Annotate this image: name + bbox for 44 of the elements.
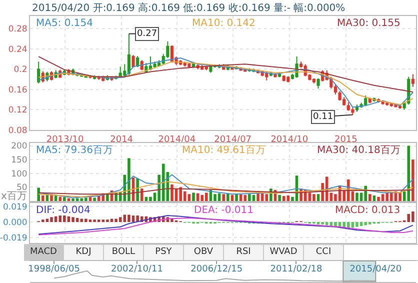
y-tick-label: 0.019 [2,202,28,213]
y-tick-label: -0.019 [0,233,28,244]
x-tick-label: 2006/12/15 [190,264,243,274]
series-label: MACD: 0.013 [335,205,400,216]
y-tick-label: 0.24 [8,44,28,55]
text: MA30: 40.18百万 [317,145,400,156]
text: MACD [24,245,64,260]
x-tick-label: 2011/02/18 [270,264,322,274]
x-tick-label: 2015 [334,134,358,145]
x-tick-label: 1998/06/05 [28,264,80,274]
y-tick-label: 0.000 [2,218,28,228]
y-tick-label: 0.12 [8,106,28,116]
text: PSY [144,245,184,260]
text: KDJ [64,245,104,260]
text: MA5: 0.154 [36,18,94,29]
x-tick-label: 2014/07 [214,134,252,145]
x-tick-label: 2013/10 [46,134,84,145]
x-tick-label: 2014/10 [270,134,308,145]
series-label: DIF: -0.004 [36,205,90,216]
text: MA30: 0.155 [337,18,400,29]
y-tick-label: 0.2 [14,65,28,76]
y-tick-label: 0.08 [8,126,28,136]
y-tick-label: 0.28 [8,24,28,35]
text: MA10: 0.142 [192,18,256,29]
series-label: DEA: -0.011 [194,205,254,216]
text: RSI [224,245,264,260]
text: OBV [184,245,224,260]
x-tick-label: 2014 [110,134,134,145]
x-tick-label: 2002/10/11 [111,264,163,274]
annotation: 0.11 [313,112,334,122]
annotation: 0.27 [137,29,158,39]
y-tick-label: 200 [11,142,28,152]
chart-title: 2015/04/20 开:0.169 高:0.169 低:0.169 收:0.169 量:- 幅:0.000% [32,2,346,14]
text: MA5: 79.36百万 [36,145,114,156]
x-tick-label: 2014/04 [158,134,196,145]
x-tick-label: 2015/04/20 [350,264,402,274]
y-tick-label: 0.16 [8,85,28,96]
text: CCI [304,245,344,260]
text: BOLL [104,245,144,260]
y-axis-title: x百万 [1,191,27,202]
text: MA10: 49.61百万 [182,145,266,156]
y-tick-label: 100 [11,169,28,180]
text: WVAD [264,245,304,260]
y-tick-label: 150 [11,156,28,166]
